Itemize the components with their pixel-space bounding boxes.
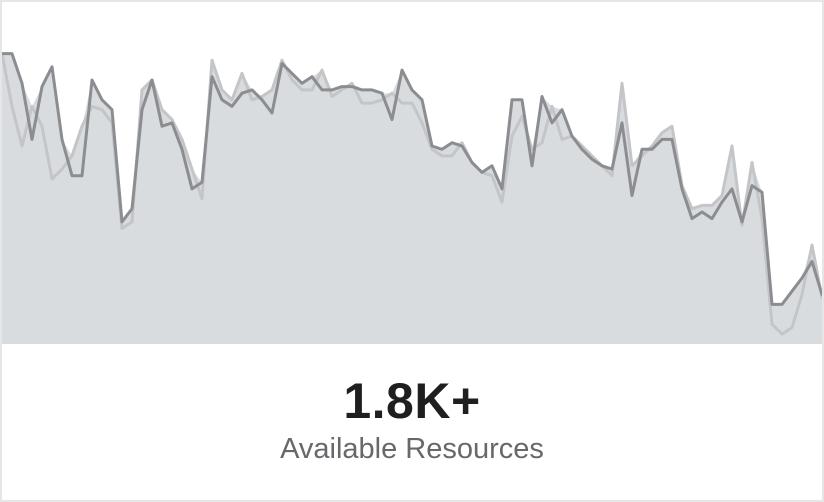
sparkline-chart xyxy=(2,2,822,344)
series-line-primary xyxy=(2,52,822,306)
sparkline-svg xyxy=(2,52,822,344)
stat-label: Available Resources xyxy=(280,433,544,465)
chart-area-fill xyxy=(2,53,822,344)
stat-value: 1.8K+ xyxy=(343,373,481,429)
stat-block: 1.8K+ Available Resources xyxy=(2,344,822,500)
